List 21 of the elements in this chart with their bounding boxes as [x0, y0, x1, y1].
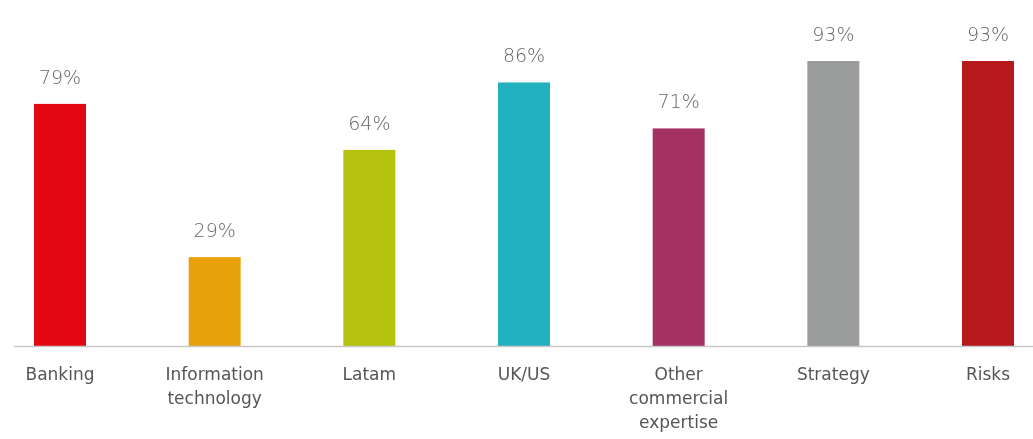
data-label: 64% [348, 111, 391, 134]
data-label: 86% [502, 44, 546, 67]
bar [188, 257, 241, 346]
data-label: 79% [38, 65, 82, 88]
bar [34, 103, 86, 346]
x-tick-label: Latam [342, 364, 397, 384]
bar [807, 61, 860, 346]
x-tick-label: Banking [25, 364, 95, 384]
data-label: 93% [966, 23, 1010, 45]
x-tick-label: Other commercial expertise [629, 364, 729, 432]
data-label: 71% [657, 90, 700, 113]
x-tick-label: UK/US [497, 364, 551, 384]
x-tick-label: Information technology [165, 364, 264, 408]
x-tick-label: Risks [965, 364, 1011, 384]
x-tick-label: Strategy [796, 364, 870, 384]
bar [498, 82, 550, 346]
bar [962, 61, 1014, 346]
data-label: 93% [812, 23, 855, 45]
bar [652, 128, 705, 346]
bar [343, 149, 396, 346]
data-label: 29% [193, 219, 236, 242]
